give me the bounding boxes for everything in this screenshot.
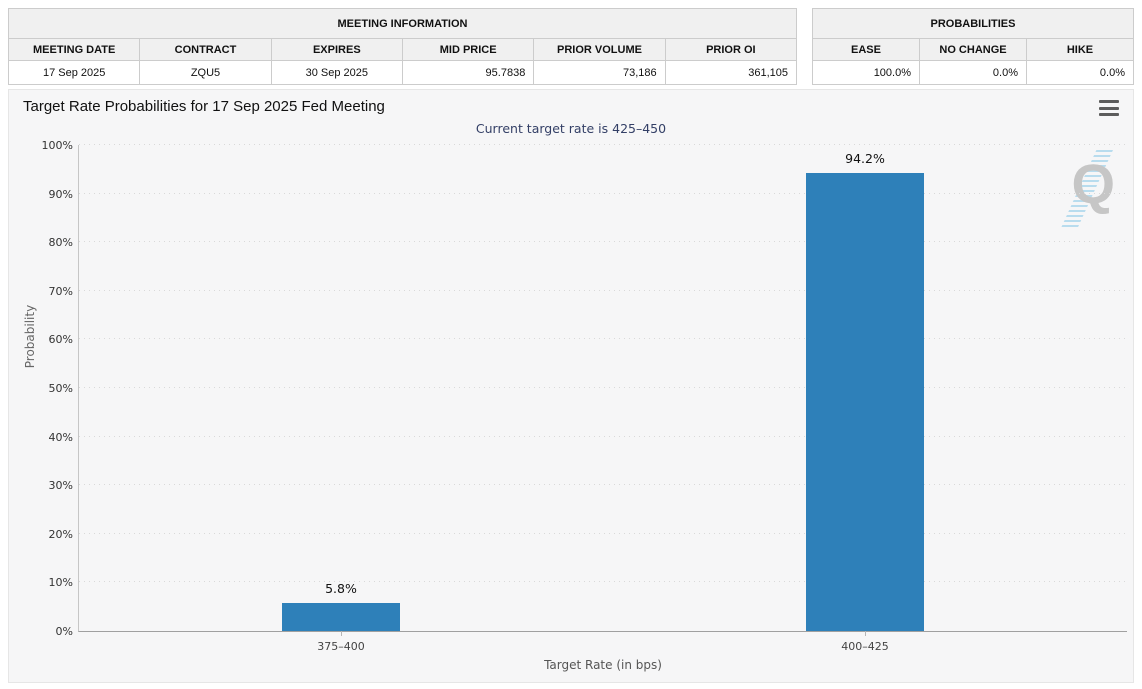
gridline	[79, 338, 1127, 340]
gridline	[79, 289, 1127, 291]
column-header: EASE	[812, 38, 920, 61]
x-category-label: 400–425	[841, 640, 889, 653]
bar-400–425[interactable]	[806, 173, 924, 631]
bar-value-label: 5.8%	[325, 580, 357, 596]
meeting-information-table-title: MEETING INFORMATION	[8, 8, 797, 39]
y-tick-label: 100%	[41, 139, 73, 152]
probabilities-data-row: 100.0% 0.0% 0.0%	[812, 60, 1134, 85]
column-header: NO CHANGE	[919, 38, 1027, 61]
y-tick-label: 70%	[48, 284, 73, 298]
y-tick-label: 50%	[48, 382, 73, 395]
column-header: HIKE	[1026, 38, 1134, 61]
y-tick-label: 0%	[55, 625, 73, 638]
table-cell: 95.7838	[401, 60, 535, 85]
hamburger-bar	[1099, 113, 1119, 116]
x-category-label: 375–400	[317, 640, 365, 653]
gridline	[79, 387, 1127, 388]
gridline	[79, 532, 1127, 534]
bar-value-label: 94.2%	[845, 151, 885, 167]
y-tick-label: 40%	[48, 430, 73, 444]
chart-subtitle: Current target rate is 425–450	[475, 121, 667, 136]
meeting-information-column-headers: MEETING DATE CONTRACT EXPIRES MID PRICE PRIO…	[7, 38, 798, 61]
gridline	[79, 144, 1127, 145]
gridline	[79, 435, 1127, 437]
watermark-q-letter: Q	[1071, 152, 1115, 215]
x-axis-tick	[865, 631, 866, 636]
probabilities-column-headers: EASE NO CHANGE HIKE	[812, 38, 1134, 61]
table-cell: 73,186	[533, 60, 666, 85]
column-header: MEETING DATE	[7, 38, 141, 61]
table-cell: ZQU5	[139, 60, 272, 85]
y-tick-label: 30%	[48, 479, 73, 493]
table-cell: 0.0%	[1026, 60, 1134, 85]
quikstrike-watermark: Q	[1053, 150, 1117, 230]
hamburger-bar	[1099, 100, 1119, 103]
x-axis-title: Target Rate (in bps)	[544, 658, 662, 672]
table-cell: 17 Sep 2025	[7, 60, 141, 85]
table-cell: 30 Sep 2025	[270, 60, 403, 85]
column-header: PRIOR VOLUME	[533, 38, 666, 61]
bar-375–400[interactable]	[282, 602, 400, 631]
gridline	[79, 241, 1127, 243]
hamburger-bar	[1099, 106, 1119, 110]
probabilities-table: PROBABILITIES EASE NO CHANGE HIKE 100.0% 0.…	[812, 8, 1134, 85]
table-cell: 100.0%	[812, 60, 920, 85]
gridline	[79, 484, 1127, 486]
column-header: MID PRICE	[401, 38, 535, 61]
target-rate-chart-panel: Target Rate Probabilities for 17 Sep 202…	[8, 89, 1134, 683]
chart-title: Target Rate Probabilities for 17 Sep 202…	[23, 98, 385, 115]
y-tick-label: 60%	[48, 333, 73, 347]
probabilities-table-title: PROBABILITIES	[812, 8, 1134, 39]
column-header: EXPIRES	[270, 38, 403, 61]
y-tick-label: 20%	[48, 527, 73, 541]
meeting-information-table: MEETING INFORMATION MEETING DATE CONTRACT…	[7, 8, 798, 85]
y-tick-label: 10%	[48, 576, 73, 590]
column-header: CONTRACT	[139, 38, 272, 61]
meeting-information-data-row: 17 Sep 2025 ZQU5 30 Sep 2025 95.7838 73,186 3…	[7, 60, 798, 85]
hamburger-menu-icon[interactable]	[1099, 100, 1119, 116]
plot-area: Q Target Rate (in bps) 0% 10% 20% 30% 40% 50%…	[42, 139, 1127, 672]
gridline	[79, 192, 1127, 194]
summary-tables-row: MEETING INFORMATION MEETING DATE CONTRACT…	[7, 8, 1134, 85]
y-tick-label: 80%	[48, 236, 73, 250]
gridline	[79, 581, 1127, 583]
table-cell: 361,105	[664, 60, 798, 85]
table-cell: 0.0%	[919, 60, 1027, 85]
column-header: PRIOR OI	[664, 38, 798, 61]
y-tick-label: 90%	[48, 187, 73, 201]
x-axis-tick	[341, 631, 342, 636]
